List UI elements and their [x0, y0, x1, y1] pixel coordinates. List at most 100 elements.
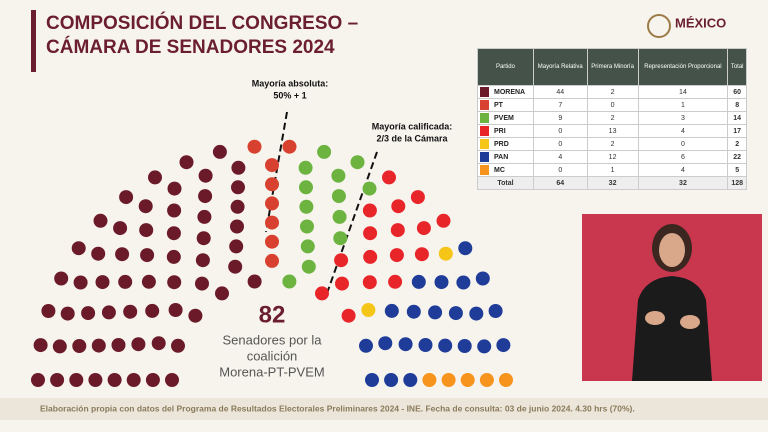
seat [410, 190, 425, 205]
cell-text: 5 [735, 166, 740, 174]
seat [282, 274, 297, 289]
footer-text: Elaboración propia con datos del Program… [40, 403, 635, 413]
seat [107, 373, 122, 387]
interpreter-body [632, 276, 712, 381]
seat [198, 168, 213, 183]
cell: 9 [532, 111, 588, 125]
seat [389, 248, 404, 263]
accent-bar [31, 10, 36, 72]
cell-text: 2 [610, 88, 615, 96]
cell: 5 [727, 163, 747, 177]
cell: 2 [586, 137, 639, 151]
seat [332, 209, 347, 224]
seat [428, 305, 443, 320]
cell: 7 [532, 98, 588, 112]
party-swatch [480, 113, 489, 123]
seat [390, 223, 405, 238]
seat [350, 155, 365, 170]
seat [406, 304, 421, 319]
seat [198, 189, 213, 204]
seat [333, 231, 348, 246]
seat [416, 221, 431, 236]
cell-text: 0 [558, 127, 563, 135]
seat [384, 303, 399, 318]
seat [382, 170, 396, 185]
cell-text: MC [494, 166, 505, 174]
cell-text: PAN [494, 153, 509, 161]
cell: 0 [586, 98, 639, 112]
seat [265, 177, 279, 192]
seat [403, 373, 418, 387]
cell-text: 13 [608, 127, 617, 135]
seat [301, 259, 316, 274]
seat [231, 180, 245, 195]
seat [229, 239, 244, 254]
highlight-number: 82 [259, 301, 286, 328]
seat [418, 338, 433, 352]
seat [363, 249, 378, 264]
seat [115, 247, 130, 262]
cell: 1 [586, 163, 639, 177]
seat [496, 338, 511, 353]
seat [300, 219, 314, 234]
seat [52, 339, 67, 354]
seat [477, 339, 492, 354]
cell: 2 [586, 85, 639, 99]
seat [411, 274, 426, 289]
seat [265, 158, 279, 173]
cell: 6 [637, 150, 729, 164]
cell: 44 [532, 85, 588, 99]
logo-text: MÉXICO [675, 15, 726, 30]
cell: MORENA [477, 85, 534, 99]
seat [359, 338, 373, 353]
total-cell: Total [477, 176, 534, 190]
seat [166, 249, 181, 264]
seat [475, 271, 490, 286]
title-line: COMPOSICIÓN DEL CONGRESO – [46, 12, 358, 34]
cell-text: 0 [681, 140, 685, 148]
results-table: Partido Mayoría Relativa Primera Minoría Re… [477, 48, 747, 190]
majority-line [265, 111, 288, 233]
seat [335, 276, 349, 291]
seat [441, 373, 456, 387]
party-swatch [480, 152, 489, 162]
seat [165, 373, 179, 387]
seat [33, 338, 48, 353]
seat [317, 144, 332, 159]
cell-text: 1 [681, 101, 685, 109]
seat [81, 306, 96, 321]
seat [101, 305, 116, 320]
cell-text: 8 [735, 101, 740, 109]
seat [299, 199, 314, 214]
cell: 14 [727, 111, 747, 125]
seat [362, 275, 377, 290]
seat [31, 373, 45, 387]
seat [118, 274, 133, 289]
annotation: Mayoría absoluta: [252, 78, 329, 88]
seat [499, 373, 513, 387]
seat [126, 373, 141, 387]
cell: PVEM [477, 111, 534, 125]
seat [331, 168, 346, 183]
party-swatch [480, 139, 489, 149]
seat [438, 338, 453, 353]
interpreter-hand [645, 311, 665, 325]
seat [179, 155, 194, 170]
seat [331, 189, 346, 204]
cell: 12 [586, 150, 639, 164]
seat [414, 247, 429, 262]
cell: 0 [637, 137, 729, 151]
seat [398, 337, 413, 352]
seat [197, 209, 212, 224]
cell-text: 2 [610, 140, 615, 148]
seat [140, 248, 155, 263]
seat [365, 373, 379, 387]
cell: PRD [477, 137, 534, 151]
seat [247, 274, 262, 289]
highlight-label: coalición [247, 348, 298, 363]
cell-text: 44 [556, 88, 565, 96]
seat [123, 304, 138, 319]
seat [230, 219, 244, 234]
